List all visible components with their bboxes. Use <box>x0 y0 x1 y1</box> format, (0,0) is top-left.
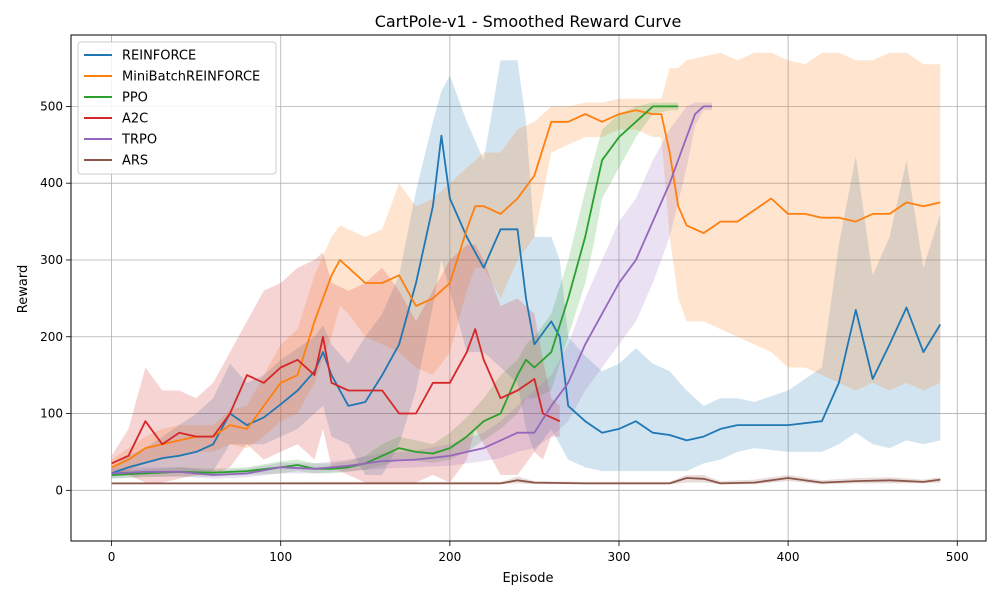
legend-label-a2c: A2C <box>122 112 148 127</box>
line-minibatchreinforce <box>111 109 941 469</box>
y-tick-label: 100 <box>40 407 63 421</box>
band-reinforce <box>111 60 941 477</box>
y-axis-label: Reward <box>16 265 31 313</box>
y-tick-label: 400 <box>40 176 63 190</box>
legend-label-reinforce: REINFORCE <box>122 49 196 64</box>
legend-label-ars: ARS <box>122 154 148 169</box>
band-trpo <box>111 102 713 479</box>
band-ars <box>111 475 941 485</box>
plot-frame <box>70 34 987 542</box>
x-axis-label: Episode <box>502 571 553 586</box>
y-tick-label: 0 <box>55 483 63 497</box>
x-tick-label: 100 <box>269 550 292 564</box>
x-tick-label: 0 <box>108 550 116 564</box>
legend: REINFORCE MiniBatchREINFORCE PPO A2C TRPO ARS <box>77 41 277 175</box>
x-tick-label: 200 <box>438 550 461 564</box>
x-tick-label: 400 <box>777 550 800 564</box>
line-reinforce <box>111 134 942 475</box>
y-tick-label: 500 <box>40 99 63 113</box>
chart-title: CartPole-v1 - Smoothed Reward Curve <box>375 12 682 31</box>
x-tick-label: 500 <box>946 550 969 564</box>
x-tick-label: 300 <box>608 550 631 564</box>
legend-box <box>77 41 277 175</box>
line-ars <box>111 477 941 485</box>
series-lines <box>111 105 942 485</box>
line-a2c <box>111 328 561 465</box>
legend-label-minibatchreinforce: MiniBatchREINFORCE <box>122 70 260 85</box>
legend-label-trpo: TRPO <box>121 133 157 148</box>
y-tick-label: 300 <box>40 253 63 267</box>
y-tick-label: 200 <box>40 330 63 344</box>
y-axis-ticks: 0 100 200 300 400 500 <box>40 99 71 497</box>
band-minibatchreinforce <box>111 52 941 475</box>
legend-label-ppo: PPO <box>122 91 148 106</box>
line-trpo <box>111 105 712 476</box>
x-axis-ticks: 0 100 200 300 400 500 <box>108 541 969 564</box>
